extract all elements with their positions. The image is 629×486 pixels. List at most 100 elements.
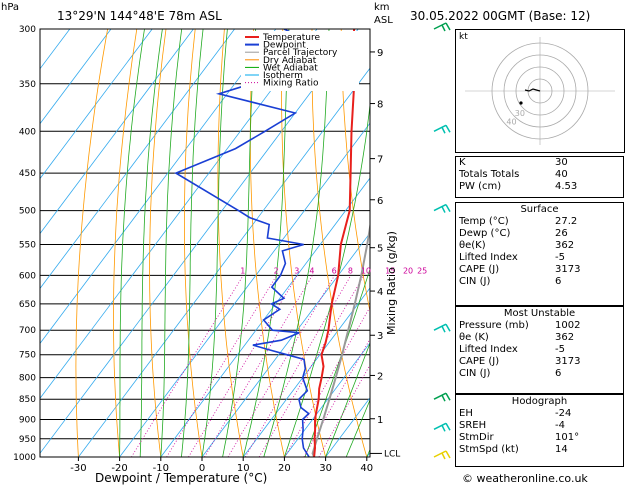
index-row: CAPE (J) 3173 <box>456 356 625 368</box>
index-row: StmSpd (kt) 14 <box>456 444 625 456</box>
wind-barb-flag <box>441 206 446 213</box>
mixing-ratio-labels: 1 2 3 4 6 8 10 15 20 25 <box>240 266 427 275</box>
mixing-ratio-line <box>303 338 370 457</box>
mixing-ratio-label: 6 <box>332 266 337 275</box>
index-label: θe(K) <box>459 240 486 251</box>
pressure-tick-label: 900 <box>19 416 36 426</box>
index-label: SREH <box>459 420 487 431</box>
hodograph-params-box: Hodograph EH -24 SREH -4 StmDir 101° StmSpd (k… <box>455 394 624 467</box>
wind-barb <box>433 124 447 132</box>
pressure-tick-label: 800 <box>19 374 36 384</box>
wind-barb-flag <box>441 394 446 402</box>
pressure-tick-label: 1000 <box>13 453 36 463</box>
mixing-ratio-label: 15 <box>385 266 395 275</box>
legend-entry: Temperature <box>262 33 320 43</box>
index-value: -4 <box>555 420 565 431</box>
isotherm-line <box>284 342 370 457</box>
wind-barb-flag <box>445 204 451 212</box>
wind-barb-flag <box>445 124 451 133</box>
pressure-tick-label: 950 <box>19 435 36 445</box>
isotherm-line <box>242 287 370 457</box>
index-label: Totals Totals <box>459 169 520 180</box>
pressure-tick-label: 350 <box>19 80 36 90</box>
isotherm-line <box>201 232 370 457</box>
indices-table: K 30 Totals Totals 40 PW (cm) 4.53 <box>456 157 625 193</box>
index-row: CAPE (J) 3173 <box>456 264 625 276</box>
x-tick-label: -10 <box>153 463 169 474</box>
index-row: Pressure (mb) 1002 <box>456 320 625 332</box>
index-label: Dewp (°C) <box>459 228 511 239</box>
index-label: Pressure (mb) <box>459 320 529 331</box>
index-row: StmDir 101° <box>456 432 625 444</box>
wet-adiabat-line <box>181 29 204 457</box>
index-label: Lifted Index <box>459 344 518 355</box>
index-row: K 30 <box>456 157 625 169</box>
pressure-tick-label: 400 <box>19 127 36 137</box>
x-tick-label: 0 <box>199 463 205 474</box>
wind-barb-flag <box>441 424 446 432</box>
mixing-ratio-line <box>204 275 313 457</box>
x-tick-label: -20 <box>111 463 127 474</box>
asl-label: ASL <box>374 15 393 26</box>
legend-background <box>241 31 359 91</box>
km-tick-label: 8 <box>377 100 383 111</box>
wind-barb-flag <box>441 325 446 333</box>
mixing-ratio-line <box>244 275 352 457</box>
hodograph-unit: kt <box>459 32 468 42</box>
most-unstable-table: Pressure (mb) 1002 θe (K) 362 Lifted Index -5… <box>456 320 625 380</box>
isotherm-line <box>40 29 318 399</box>
mixing-ratio-label: 1 <box>240 266 245 275</box>
hodograph-ring-label: 40 <box>506 118 516 127</box>
hodograph-params-table: EH -24 SREH -4 StmDir 101° StmSpd (kt) 14 <box>456 408 625 456</box>
wind-barb-flag <box>441 24 446 32</box>
mixing-ratio-line <box>318 363 370 457</box>
mixing-ratio-label: 3 <box>294 266 299 275</box>
pressure-tick-label: 600 <box>19 271 36 281</box>
wind-barb <box>433 22 447 30</box>
pressure-tick-label: 450 <box>19 169 36 179</box>
lcl-label: LCL <box>384 449 400 459</box>
isotherm-line <box>160 177 370 457</box>
wind-barb <box>433 450 447 458</box>
index-label: CIN (J) <box>459 368 491 379</box>
hodograph-trace <box>524 88 541 92</box>
index-label: Lifted Index <box>459 252 518 263</box>
index-row: EH -24 <box>456 408 625 420</box>
wind-barb-flag <box>441 126 446 134</box>
hodograph-ring-label: 30 <box>515 109 525 118</box>
km-unit-label: km <box>374 2 390 13</box>
wet-adiabat-line <box>325 342 370 457</box>
index-label: CIN (J) <box>459 276 491 287</box>
mixing-ratio-line <box>131 275 244 457</box>
wet-adiabat-line <box>345 398 370 457</box>
axes: 3003504004505005506006507007508008509009… <box>13 25 400 474</box>
x-tick-label: 10 <box>237 463 250 474</box>
isotherm-line <box>40 29 359 454</box>
wet-adiabat-line <box>304 267 370 457</box>
index-value: 26 <box>555 228 568 239</box>
pressure-tick-label: 750 <box>19 351 36 361</box>
isotherm-line <box>40 29 277 345</box>
km-tick-label: 1 <box>377 415 383 426</box>
x-tick-label: 20 <box>278 463 291 474</box>
pressure-tick-label: 650 <box>19 300 36 310</box>
mixing-ratio-line <box>284 306 370 457</box>
pressure-tick-label: 300 <box>19 25 36 35</box>
isotherm-line <box>40 29 194 235</box>
sounding-curves <box>174 29 370 457</box>
datetime-title: 30.05.2022 00GMT (Base: 12) <box>410 9 591 23</box>
index-value: 30 <box>555 157 568 168</box>
index-row: Temp (°C) 27.2 <box>456 216 625 228</box>
index-label: θe (K) <box>459 332 489 343</box>
legend-entry: Dewpoint <box>263 41 306 51</box>
wind-barb <box>433 203 447 212</box>
mixing-ratio-label: 2 <box>274 266 279 275</box>
dewpoint-curve <box>174 29 310 457</box>
index-label: EH <box>459 408 473 419</box>
pressure-tick-label: 550 <box>19 240 36 250</box>
index-value: -5 <box>555 252 565 263</box>
index-row: Totals Totals 40 <box>456 169 625 181</box>
index-value: 4.53 <box>555 181 578 192</box>
